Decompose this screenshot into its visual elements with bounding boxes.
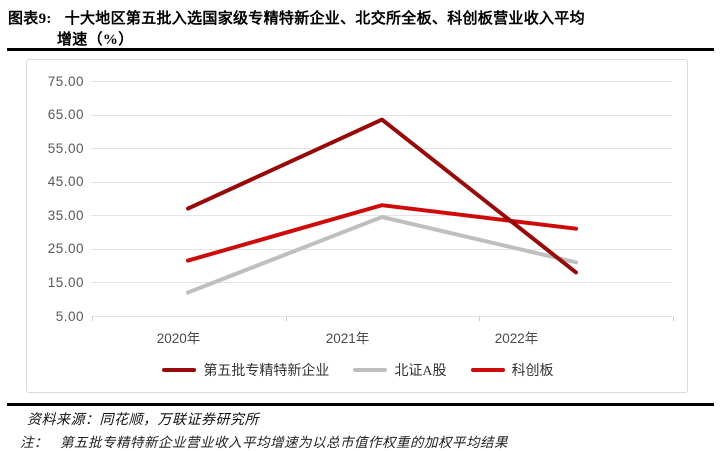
legend-item: 第五批专精特新企业 xyxy=(162,360,329,380)
y-axis-tick-label: 65.00 xyxy=(47,107,84,123)
x-axis-category-label: 2020年 xyxy=(156,331,201,346)
x-axis-category-label: 2022年 xyxy=(494,331,539,346)
y-gridline xyxy=(91,316,672,317)
data-source-text: 资料来源：同花顺，万联证券研究所 xyxy=(27,413,259,428)
y-gridline xyxy=(91,114,672,116)
legend-line-marker xyxy=(470,368,505,372)
series-line-第五批专精特新企业 xyxy=(186,117,578,275)
figure-title-text: 十大地区第五批入选国家级专精特新企业、北交所全板、科创板营业收入平均 xyxy=(64,11,585,27)
note-body: 第五批专精特新企业营业收入平均增速为以总市值作权重的加权平均结果 xyxy=(60,435,508,450)
y-axis-tick-label: 15.00 xyxy=(47,274,84,290)
x-axis-tick-mark xyxy=(92,316,93,321)
figure-title-line1: 图表9: 十大地区第五批入选国家级专精特新企业、北交所全板、科创板营业收入平均 xyxy=(8,7,585,28)
chart-legend: 第五批专精特新企业 北证A股 科创板 xyxy=(27,360,689,380)
figure-title-line2: 增速（%） xyxy=(57,32,134,48)
chart-series-layer xyxy=(186,117,578,295)
legend-line-marker xyxy=(162,368,197,372)
y-axis-tick-label: 75.00 xyxy=(47,73,84,89)
y-axis-tick-label: 5.00 xyxy=(55,308,84,324)
legend-label: 科创板 xyxy=(511,364,554,379)
legend-item: 北证A股 xyxy=(353,360,447,380)
y-gridline xyxy=(91,248,672,250)
note-label: 注： xyxy=(20,435,48,450)
y-gridline xyxy=(91,148,672,150)
series-line-科创板 xyxy=(186,203,578,263)
x-axis-category-label: 2021年 xyxy=(325,331,370,346)
x-axis-tick-mark xyxy=(479,316,481,321)
y-gridline xyxy=(91,181,672,183)
y-gridline xyxy=(91,81,672,82)
y-gridline xyxy=(91,282,672,284)
legend-line-marker xyxy=(353,368,388,372)
x-axis-tick-mark xyxy=(285,316,287,321)
y-axis-tick-label: 25.00 xyxy=(47,241,84,257)
y-axis-tick-label: 45.00 xyxy=(47,174,84,190)
footer-divider-rule xyxy=(7,403,714,406)
line-chart-panel: 75.00 65.00 55.00 45.00 35.00 25.00 15.00 5.00 2… xyxy=(26,59,688,393)
figure-number-label: 图表9: xyxy=(8,11,52,27)
x-axis-tick-mark xyxy=(673,316,674,321)
title-divider-rule xyxy=(7,48,714,51)
legend-item: 科创板 xyxy=(470,360,554,380)
y-axis-tick-label: 55.00 xyxy=(47,140,84,156)
series-line-北证A股 xyxy=(186,215,578,295)
y-axis-tick-label: 35.00 xyxy=(47,207,84,223)
legend-label: 第五批专精特新企业 xyxy=(203,364,330,379)
legend-label: 北证A股 xyxy=(394,364,447,379)
figure-note-text: 注： 第五批专精特新企业营业收入平均增速为以总市值作权重的加权平均结果 xyxy=(20,431,508,451)
